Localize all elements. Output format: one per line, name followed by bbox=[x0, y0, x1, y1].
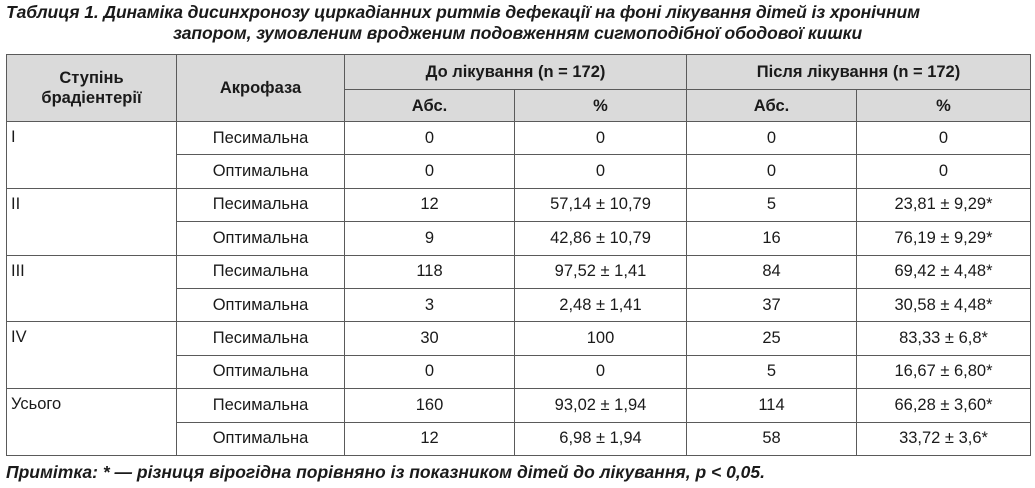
caption-line-1: Таблиця 1. Динаміка дисинхронозу циркаді… bbox=[6, 2, 920, 22]
cell-after-abs: 16 bbox=[686, 221, 857, 256]
header-degree: Ступінь брадіентерії bbox=[6, 54, 177, 122]
cell-after-pct: 0 bbox=[856, 120, 1031, 156]
table-row: Оптимальна 0 0 0 0 bbox=[7, 154, 1031, 189]
cell-after-abs: 0 bbox=[686, 120, 857, 156]
cell-before-abs: 0 bbox=[344, 354, 515, 390]
cell-before-abs: 30 bbox=[344, 321, 515, 356]
cell-acrophase: Песимальна bbox=[176, 321, 345, 356]
cell-after-pct: 66,28 ± 3,60* bbox=[856, 388, 1031, 423]
cell-before-abs: 12 bbox=[344, 421, 515, 456]
cell-after-pct: 69,42 ± 4,48* bbox=[856, 254, 1031, 289]
table-caption: Таблиця 1. Динаміка дисинхронозу циркаді… bbox=[6, 2, 1029, 44]
cell-acrophase: Песимальна bbox=[176, 388, 345, 423]
cell-before-pct: 100 bbox=[514, 321, 687, 356]
header-before-pct: % bbox=[514, 89, 687, 122]
cell-degree: Усього bbox=[6, 388, 177, 456]
cell-after-pct: 83,33 ± 6,8* bbox=[856, 321, 1031, 356]
header-row-2: Абс. % Абс. % bbox=[7, 89, 1031, 122]
table-row: Оптимальна 0 0 5 16,67 ± 6,80* bbox=[7, 354, 1031, 390]
cell-before-pct: 6,98 ± 1,94 bbox=[514, 421, 687, 456]
header-acrophase: Акрофаза bbox=[176, 54, 345, 122]
cell-before-abs: 118 bbox=[344, 254, 515, 289]
table-row: Оптимальна 12 6,98 ± 1,94 58 33,72 ± 3,6… bbox=[7, 421, 1031, 456]
results-table: Ступінь брадіентерії Акрофаза До лікуван… bbox=[6, 54, 1031, 456]
header-after-pct: % bbox=[856, 89, 1031, 122]
cell-after-abs: 5 bbox=[686, 187, 857, 223]
cell-acrophase: Песимальна bbox=[176, 120, 345, 156]
table-body: I Песимальна 0 0 0 0 Оптимальна 0 0 0 0 … bbox=[6, 120, 1031, 456]
cell-degree: II bbox=[6, 187, 177, 256]
cell-before-abs: 160 bbox=[344, 388, 515, 423]
cell-degree: III bbox=[6, 254, 177, 323]
cell-before-pct: 0 bbox=[514, 354, 687, 390]
cell-after-abs: 114 bbox=[686, 388, 857, 423]
cell-after-pct: 16,67 ± 6,80* bbox=[856, 354, 1031, 390]
header-before-abs: Абс. bbox=[344, 89, 515, 122]
cell-after-pct: 30,58 ± 4,48* bbox=[856, 287, 1031, 323]
cell-before-abs: 9 bbox=[344, 221, 515, 256]
table-row: Усього Песимальна 160 93,02 ± 1,94 114 6… bbox=[6, 388, 1031, 456]
cell-after-abs: 37 bbox=[686, 287, 857, 323]
cell-after-pct: 76,19 ± 9,29* bbox=[856, 221, 1031, 256]
header-before: До лікування (n = 172) bbox=[344, 54, 687, 90]
cell-before-pct: 93,02 ± 1,94 bbox=[514, 388, 687, 423]
cell-degree: IV bbox=[6, 321, 177, 390]
cell-after-abs: 84 bbox=[686, 254, 857, 289]
cell-after-abs: 0 bbox=[686, 154, 857, 189]
cell-after-pct: 33,72 ± 3,6* bbox=[856, 421, 1031, 456]
cell-before-pct: 2,48 ± 1,41 bbox=[514, 287, 687, 323]
cell-acrophase: Оптимальна bbox=[176, 221, 345, 256]
table-row: Оптимальна 3 2,48 ± 1,41 37 30,58 ± 4,48… bbox=[7, 287, 1031, 323]
table-header: Ступінь брадіентерії Акрофаза До лікуван… bbox=[6, 54, 1031, 122]
cell-after-pct: 23,81 ± 9,29* bbox=[856, 187, 1031, 223]
table-row: I Песимальна 0 0 0 0 bbox=[6, 120, 1031, 189]
cell-acrophase: Песимальна bbox=[176, 254, 345, 289]
cell-before-pct: 97,52 ± 1,41 bbox=[514, 254, 687, 289]
cell-acrophase: Оптимальна bbox=[176, 421, 345, 456]
cell-after-abs: 58 bbox=[686, 421, 857, 456]
table-row: III Песимальна 118 97,52 ± 1,41 84 69,42… bbox=[6, 254, 1031, 323]
cell-before-abs: 12 bbox=[344, 187, 515, 223]
header-row-1: Ступінь брадіентерії Акрофаза До лікуван… bbox=[6, 54, 1031, 122]
cell-acrophase: Оптимальна bbox=[176, 287, 345, 323]
table-note: Примітка: * — різниця вірогідна порівнян… bbox=[6, 462, 766, 482]
cell-after-abs: 5 bbox=[686, 354, 857, 390]
cell-before-pct: 42,86 ± 10,79 bbox=[514, 221, 687, 256]
cell-before-abs: 0 bbox=[344, 120, 515, 156]
cell-degree: I bbox=[6, 121, 177, 189]
cell-before-abs: 3 bbox=[344, 287, 515, 323]
cell-before-pct: 0 bbox=[514, 120, 687, 156]
cell-after-abs: 25 bbox=[686, 321, 857, 356]
cell-after-pct: 0 bbox=[856, 154, 1031, 189]
caption-line-2: запором, зумовленим вродженим подовження… bbox=[172, 23, 863, 43]
header-after: Після лікування (n = 172) bbox=[686, 54, 1031, 90]
cell-acrophase: Оптимальна bbox=[176, 154, 345, 189]
table-row: IV Песимальна 30 100 25 83,33 ± 6,8* bbox=[6, 321, 1031, 390]
table-row: II Песимальна 12 57,14 ± 10,79 5 23,81 ±… bbox=[6, 187, 1031, 256]
cell-before-pct: 57,14 ± 10,79 bbox=[514, 187, 687, 223]
cell-acrophase: Песимальна bbox=[176, 187, 345, 223]
header-after-abs: Абс. bbox=[686, 89, 857, 122]
cell-before-abs: 0 bbox=[344, 154, 515, 189]
cell-acrophase: Оптимальна bbox=[176, 354, 345, 390]
cell-before-pct: 0 bbox=[514, 154, 687, 189]
